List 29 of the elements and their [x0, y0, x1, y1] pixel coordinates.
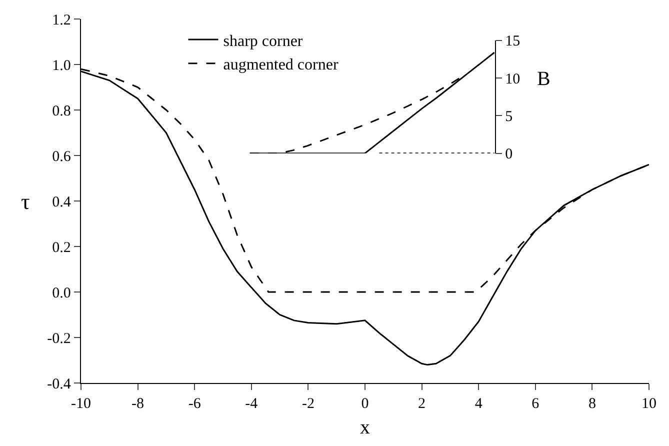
y-tick-label: 0.2	[52, 240, 71, 256]
y-tick-label: 1.2	[52, 12, 71, 28]
x-tick-label: -8	[132, 396, 144, 412]
y-tick-label: 0	[505, 146, 513, 163]
y-tick-label: 5	[505, 108, 513, 125]
y-tick-label: 1.0	[52, 58, 71, 74]
y-tick-label: 15	[505, 34, 520, 50]
x-tick-label: -4	[245, 396, 258, 412]
x-tick-label: 2	[418, 396, 426, 412]
x-tick-label: 0	[361, 396, 369, 412]
x-axis-title: x	[360, 416, 370, 439]
x-tick-label: 8	[588, 396, 596, 412]
legend-label: sharp corner	[223, 32, 304, 50]
x-tick-label: 10	[642, 396, 656, 412]
y-axis-title: B	[537, 68, 550, 90]
y-tick-label: -0.4	[47, 376, 72, 392]
y-tick-label: -0.2	[47, 330, 71, 347]
legend-label: augmented corner	[223, 56, 339, 74]
x-tick-label: -2	[302, 396, 314, 412]
x-tick-label: 6	[532, 396, 540, 412]
y-tick-label: 0.8	[52, 103, 71, 120]
y-tick-label: 0.0	[52, 285, 71, 302]
y-tick-label: 10	[505, 71, 520, 88]
y-tick-label: 0.6	[52, 148, 72, 165]
x-tick-label: -6	[188, 396, 202, 412]
x-tick-label: 4	[474, 396, 483, 412]
y-axis-title: τ	[21, 189, 30, 214]
y-tick-label: 0.4	[52, 194, 72, 210]
x-tick-label: -10	[71, 396, 91, 412]
